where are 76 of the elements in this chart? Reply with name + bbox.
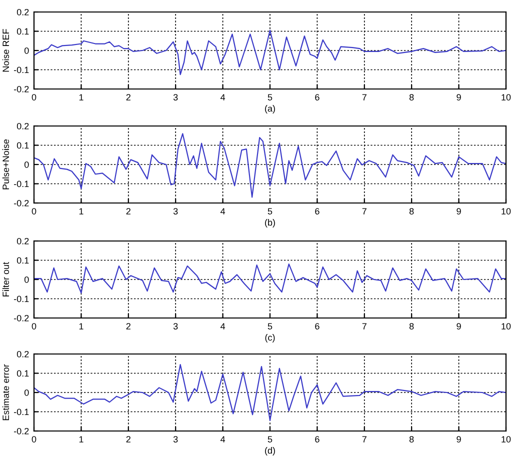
x-tick-label: 7 [362,436,366,442]
y-tick-label: -0.2 [14,200,29,206]
x-tick-label: 7 [362,94,366,100]
x-tick-label: 7 [362,208,366,214]
x-tick-label: 4 [220,208,226,214]
x-tick-label: 10 [502,94,511,100]
x-tick-label: 3 [173,94,178,100]
y-tick-label: 0.1 [16,142,29,149]
x-tick-label: 7 [362,323,366,330]
x-tick-label: 5 [268,208,272,214]
line-series [34,30,506,76]
x-tick-label: 1 [79,208,84,214]
x-tick-label: 5 [268,436,272,442]
x-tick-label: 8 [409,208,414,214]
y-tick-label: -0.2 [14,86,29,92]
y-tick-label: -0.1 [14,408,29,416]
x-tick-label: 2 [126,208,130,214]
y-tick-label: 0 [24,47,29,54]
x-tick-label: 9 [456,436,461,442]
x-tick-label: 4 [220,94,226,100]
x-tick-label: 10 [502,436,511,442]
y-tick-label: 0 [24,389,29,396]
line-series [34,133,506,198]
line-series [34,364,506,421]
x-axis-title: (a) [265,105,275,114]
x-tick-label: 6 [315,436,320,442]
x-tick-label: 10 [502,323,511,330]
x-tick-label: 6 [315,323,320,330]
y-tick-label: 0.2 [16,122,29,130]
y-axis-title: Noise REF [2,29,10,72]
y-tick-label: -0.2 [14,314,29,322]
x-tick-label: 4 [220,323,226,330]
x-tick-label: 2 [126,94,130,100]
y-tick-label: 0 [24,276,29,283]
x-axis-title: (c) [265,334,275,342]
y-tick-label: 0 [24,161,29,168]
x-tick-label: 5 [268,94,272,100]
x-tick-label: 6 [315,208,320,214]
x-tick-label: 2 [126,436,130,442]
x-tick-label: 0 [32,436,36,442]
x-axis-title: (b) [265,219,275,228]
x-tick-label: 1 [79,94,84,100]
y-tick-label: 0.2 [16,238,29,244]
x-tick-label: 8 [409,323,414,330]
x-tick-label: 3 [173,323,178,330]
x-tick-label: 0 [32,208,36,214]
y-tick-label: 0.1 [16,370,29,377]
y-tick-label: -0.1 [14,180,29,188]
x-axis-title: (d) [265,447,275,456]
x-tick-label: 9 [456,208,461,214]
x-tick-label: 10 [502,208,511,214]
x-tick-label: 2 [126,323,130,330]
y-axis-title: Pulse+Noise [2,139,10,190]
y-tick-label: 0.2 [16,8,29,16]
y-tick-label: 0.1 [16,257,29,264]
y-axis-title: Filter out [2,262,10,296]
x-tick-label: 4 [220,436,226,442]
x-tick-label: 6 [315,94,320,100]
y-tick-label: -0.2 [14,428,29,434]
x-tick-label: 0 [32,94,36,100]
x-tick-label: 8 [409,94,414,100]
x-tick-label: 1 [79,323,84,330]
line-series [34,264,506,294]
y-tick-label: 0.1 [16,28,29,35]
x-tick-label: 3 [173,436,178,442]
x-tick-label: 0 [32,323,36,330]
x-tick-label: 5 [268,323,272,330]
y-axis-title: Estimate error [2,364,10,420]
y-tick-label: -0.1 [14,296,29,302]
x-tick-label: 9 [456,323,461,330]
x-tick-label: 3 [173,208,178,214]
x-tick-label: 1 [79,436,84,442]
x-tick-label: 9 [456,94,461,100]
x-tick-label: 8 [409,436,414,442]
y-tick-label: 0.2 [16,350,29,358]
y-tick-label: -0.1 [14,66,29,74]
